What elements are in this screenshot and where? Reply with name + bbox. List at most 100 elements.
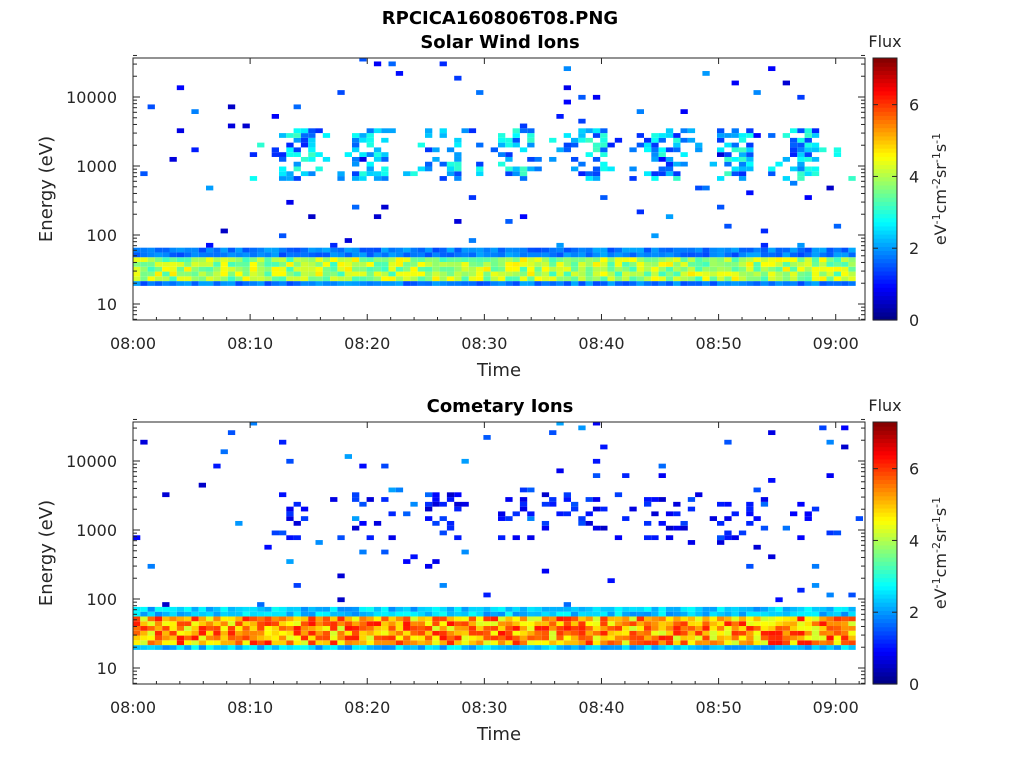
heatmap-cell <box>432 626 440 631</box>
heatmap-cell <box>519 606 528 612</box>
heatmap-cell <box>658 257 666 263</box>
heatmap-cell <box>300 133 309 138</box>
colorbar-tick-label: 2 <box>909 603 919 622</box>
heatmap-cell <box>490 257 498 263</box>
heatmap-cell <box>731 626 739 631</box>
heatmap-cell <box>300 640 309 646</box>
heatmap-cell <box>629 645 637 650</box>
heatmap-cell <box>797 152 805 157</box>
heatmap-cell <box>709 161 717 167</box>
heatmap-cell <box>614 262 623 267</box>
heatmap-cell <box>461 635 469 641</box>
heatmap-cell <box>410 252 418 258</box>
heatmap-cell <box>381 645 389 650</box>
heatmap-cell <box>147 104 155 110</box>
heatmap-cell <box>439 276 447 282</box>
heatmap-cell <box>797 147 805 153</box>
heatmap-cell <box>644 247 652 253</box>
heatmap-cell <box>352 156 360 162</box>
heatmap-cell <box>797 166 805 172</box>
heatmap-cell <box>417 281 425 286</box>
heatmap-cell <box>665 606 674 612</box>
heatmap-cell <box>483 630 491 636</box>
heatmap-cell <box>439 645 447 650</box>
heatmap-cell <box>286 611 294 617</box>
heatmap-cell <box>417 640 425 646</box>
heatmap-cell <box>724 271 732 277</box>
heatmap-cell <box>644 257 652 263</box>
heatmap-cell <box>162 247 170 253</box>
heatmap-cell <box>300 266 309 272</box>
heatmap-cell <box>249 606 258 612</box>
heatmap-cell <box>461 549 469 555</box>
colorbar-swatch <box>873 528 897 534</box>
heatmap-cell <box>811 276 820 282</box>
heatmap-cell <box>512 511 520 517</box>
heatmap-cell <box>425 516 433 521</box>
heatmap-cell <box>425 247 433 253</box>
heatmap-cell <box>753 487 761 493</box>
heatmap-cell <box>191 621 199 627</box>
heatmap-cell <box>841 444 849 450</box>
heatmap-cell <box>446 147 455 153</box>
colorbar-swatch <box>873 209 897 215</box>
heatmap-cell <box>826 606 834 612</box>
heatmap-cell <box>483 611 491 617</box>
heatmap-cell <box>833 266 842 272</box>
heatmap-cell <box>731 511 739 517</box>
heatmap-cell <box>133 276 141 282</box>
heatmap-cell <box>592 497 601 502</box>
heatmap-cell <box>191 271 199 277</box>
heatmap-cell <box>724 133 732 138</box>
heatmap-cell <box>819 621 827 627</box>
heatmap-cell <box>446 606 455 612</box>
heatmap-cell <box>622 276 630 282</box>
heatmap-cell <box>556 468 564 474</box>
heatmap-cell <box>344 630 352 636</box>
heatmap-cell <box>541 640 550 646</box>
heatmap-cell <box>585 616 593 622</box>
heatmap-cell <box>417 611 425 617</box>
heatmap-cell <box>753 90 761 95</box>
heatmap-cell <box>162 635 170 641</box>
heatmap-cell <box>790 511 798 517</box>
heatmap-cell <box>257 262 265 267</box>
heatmap-cell <box>133 257 141 263</box>
heatmap-cell <box>549 430 557 436</box>
heatmap-cell <box>352 616 360 622</box>
heatmap-cell <box>549 635 557 641</box>
heatmap-cell <box>585 640 593 646</box>
heatmap-cell <box>162 281 170 286</box>
heatmap-cell <box>454 262 462 267</box>
heatmap-cell <box>629 276 637 282</box>
heatmap-cell <box>300 271 309 277</box>
heatmap-cell <box>563 247 571 253</box>
heatmap-cell <box>797 621 805 627</box>
heatmap-cell <box>359 156 367 162</box>
heatmap-cell <box>227 252 236 258</box>
heatmap-cell <box>315 621 323 627</box>
heatmap-cell <box>797 156 805 162</box>
heatmap-cell <box>300 635 309 641</box>
heatmap-cell <box>549 271 557 277</box>
heatmap-cell <box>191 109 199 114</box>
heatmap-cell <box>578 611 586 617</box>
heatmap-cell <box>563 262 571 267</box>
heatmap-cell <box>308 137 316 143</box>
heatmap-cell <box>293 161 301 167</box>
heatmap-cell <box>417 645 425 650</box>
heatmap-cell <box>337 606 345 612</box>
heatmap-cell <box>468 247 477 253</box>
heatmap-cell <box>600 166 608 172</box>
heatmap-cell <box>534 630 542 636</box>
heatmap-cell <box>359 266 367 272</box>
colorbar-swatch <box>873 193 897 198</box>
heatmap-cell <box>454 535 462 541</box>
heatmap-cell <box>279 266 287 272</box>
heatmap-cell <box>731 166 739 172</box>
heatmap-cell <box>227 276 236 282</box>
heatmap-cell <box>607 606 615 612</box>
heatmap-cells <box>133 422 863 650</box>
heatmap-cell <box>855 516 863 521</box>
